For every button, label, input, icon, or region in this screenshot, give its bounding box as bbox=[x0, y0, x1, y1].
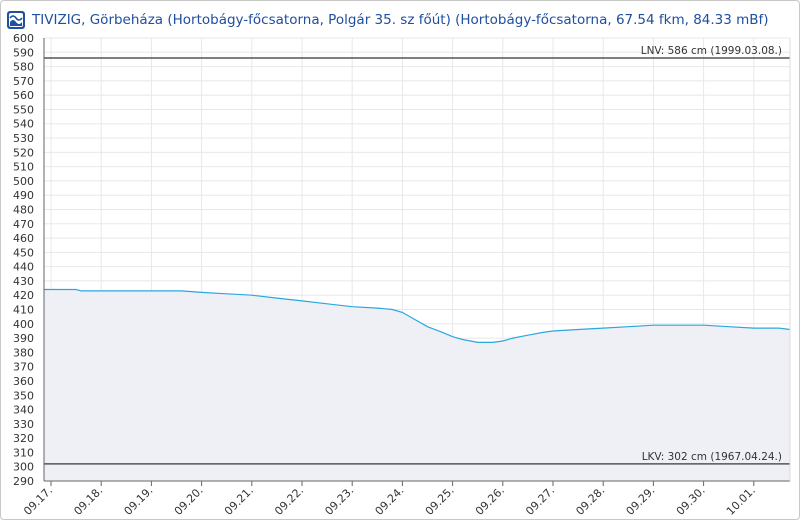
y-tick-label: 440 bbox=[13, 261, 34, 274]
chart-header: TIVIZIG, Görbeháza (Hortobágy-főcsatorna… bbox=[6, 8, 769, 32]
y-tick-label: 490 bbox=[13, 189, 34, 202]
y-tick-label: 560 bbox=[13, 89, 34, 102]
x-tick-label: 09.17. bbox=[21, 484, 55, 518]
x-tick-label: 09.23. bbox=[322, 484, 356, 518]
y-tick-label: 420 bbox=[13, 289, 34, 302]
y-tick-label: 520 bbox=[13, 146, 34, 159]
x-tick-label: 09.29. bbox=[624, 484, 658, 518]
y-tick-label: 470 bbox=[13, 218, 34, 231]
y-tick-label: 390 bbox=[13, 332, 34, 345]
y-tick-label: 460 bbox=[13, 232, 34, 245]
y-tick-label: 340 bbox=[13, 404, 34, 417]
y-tick-label: 540 bbox=[13, 118, 34, 131]
x-tick-label: 09.18. bbox=[71, 484, 105, 518]
y-tick-label: 430 bbox=[13, 275, 34, 288]
y-tick-label: 360 bbox=[13, 375, 34, 388]
y-tick-label: 350 bbox=[13, 389, 34, 402]
y-tick-label: 510 bbox=[13, 161, 34, 174]
y-tick-label: 400 bbox=[13, 318, 34, 331]
y-tick-label: 370 bbox=[13, 361, 34, 374]
x-tick-label: 09.22. bbox=[272, 484, 306, 518]
x-tick-label: 09.24. bbox=[373, 484, 407, 518]
x-tick-label: 09.25. bbox=[423, 484, 457, 518]
y-tick-label: 590 bbox=[13, 46, 34, 59]
x-tick-label: 09.27. bbox=[523, 484, 557, 518]
x-tick-label: 09.30. bbox=[674, 484, 708, 518]
y-tick-label: 530 bbox=[13, 132, 34, 145]
area-layer bbox=[44, 288, 791, 481]
reference-line-label: LKV: 302 cm (1967.04.24.) bbox=[642, 451, 782, 463]
y-tick-label: 300 bbox=[13, 461, 34, 474]
reference-lines: LNV: 586 cm (1999.03.08.) LKV: 302 cm (19… bbox=[44, 45, 790, 465]
series-line bbox=[44, 288, 791, 343]
y-tick-label: 450 bbox=[13, 246, 34, 259]
chart-title: TIVIZIG, Görbeháza (Hortobágy-főcsatorna… bbox=[32, 12, 769, 28]
x-tick-label: 09.19. bbox=[122, 484, 156, 518]
y-tick-label: 290 bbox=[13, 475, 34, 488]
y-tick-label: 380 bbox=[13, 346, 34, 359]
y-tick-label: 550 bbox=[13, 103, 34, 116]
y-tick-label: 570 bbox=[13, 75, 34, 88]
series-area-fill bbox=[44, 289, 790, 481]
tivizig-logo-icon bbox=[7, 11, 25, 29]
y-tick-label: 580 bbox=[13, 61, 34, 74]
x-tick-label: 09.26. bbox=[473, 484, 507, 518]
reference-line-label: LNV: 586 cm (1999.03.08.) bbox=[641, 45, 782, 57]
y-tick-label: 330 bbox=[13, 418, 34, 431]
y-tick-label: 410 bbox=[13, 304, 34, 317]
x-tick-label: 09.28. bbox=[573, 484, 607, 518]
y-tick-label: 320 bbox=[13, 432, 34, 445]
y-tick-label: 480 bbox=[13, 203, 34, 216]
y-tick-label: 600 bbox=[13, 32, 34, 45]
x-tick-label: 09.20. bbox=[172, 484, 206, 518]
y-tick-label: 310 bbox=[13, 446, 34, 459]
x-tick-label: 10.01. bbox=[724, 484, 758, 518]
x-tick-label: 09.21. bbox=[222, 484, 256, 518]
y-tick-label: 500 bbox=[13, 175, 34, 188]
